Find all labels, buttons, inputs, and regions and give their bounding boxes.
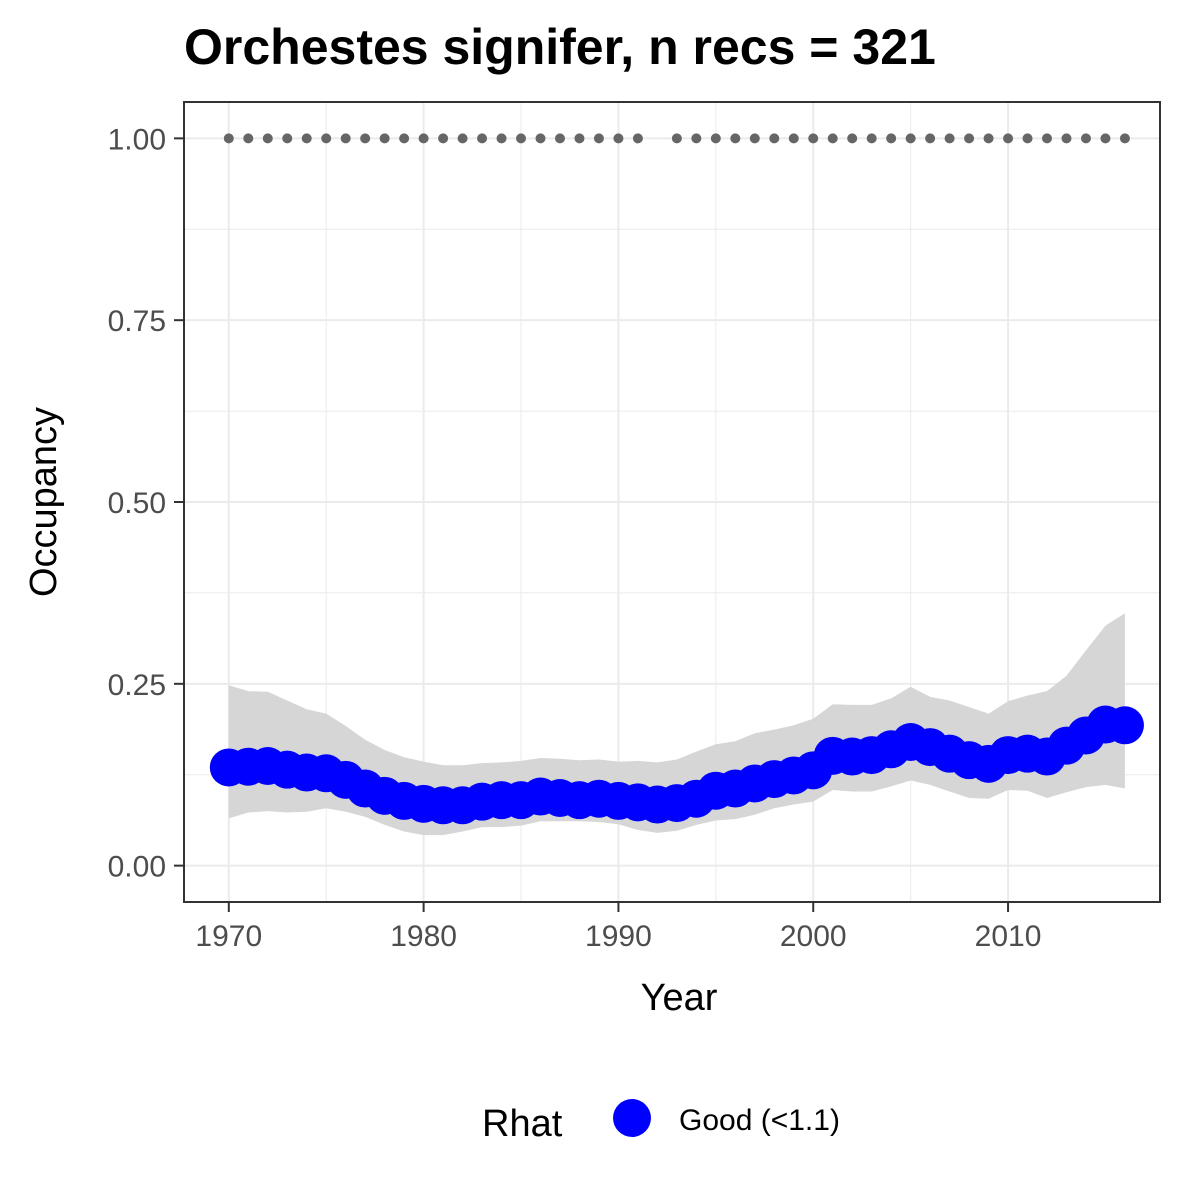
- record-year-point: [886, 133, 897, 144]
- record-year-point: [691, 133, 702, 144]
- record-year-point: [593, 133, 604, 144]
- record-year-point: [1080, 133, 1091, 144]
- record-year-point: [905, 133, 916, 144]
- legend-key-circle: [613, 1099, 651, 1137]
- series-layer: [209, 705, 1144, 825]
- occupancy-point: [1105, 706, 1144, 745]
- legend-label: Good (<1.1): [679, 1104, 840, 1137]
- record-year-point: [418, 133, 429, 144]
- record-year-point: [1042, 133, 1053, 144]
- x-tick-label: 1980: [390, 920, 457, 953]
- record-year-point: [827, 133, 838, 144]
- record-year-point: [457, 133, 468, 144]
- y-tick-label: 0.75: [108, 305, 166, 338]
- record-year-point: [788, 133, 799, 144]
- record-year-point: [847, 133, 858, 144]
- record-year-point: [944, 133, 955, 144]
- record-year-point: [496, 133, 507, 144]
- legend: Rhat Good (<1.1): [482, 1099, 840, 1145]
- record-year-point: [438, 133, 449, 144]
- record-year-point: [749, 133, 760, 144]
- record-year-point: [535, 133, 546, 144]
- record-year-point: [925, 133, 936, 144]
- credible-interval-ribbon: [228, 613, 1125, 836]
- record-year-point: [574, 133, 585, 144]
- record-year-point: [1119, 133, 1130, 144]
- record-year-point: [516, 133, 527, 144]
- record-year-point: [730, 133, 741, 144]
- record-year-point: [1100, 133, 1111, 144]
- record-year-point: [340, 133, 351, 144]
- record-year-point: [1022, 133, 1033, 144]
- record-year-point: [477, 133, 488, 144]
- record-year-point: [399, 133, 410, 144]
- record-year-point: [710, 133, 721, 144]
- record-year-point: [1061, 133, 1072, 144]
- y-tick-label: 0.25: [108, 669, 166, 702]
- ribbon-layer: [228, 613, 1125, 836]
- record-year-point: [282, 133, 293, 144]
- record-year-point: [360, 133, 371, 144]
- x-tick-label: 2010: [975, 920, 1042, 953]
- records-layer: [223, 133, 1130, 144]
- record-year-point: [243, 133, 254, 144]
- x-tick-label: 2000: [780, 920, 847, 953]
- x-tick-label: 1970: [195, 920, 262, 953]
- record-year-point: [671, 133, 682, 144]
- record-year-point: [223, 133, 234, 144]
- record-year-point: [379, 133, 390, 144]
- y-tick-label: 0.00: [108, 851, 166, 884]
- record-year-point: [262, 133, 273, 144]
- record-year-point: [301, 133, 312, 144]
- record-year-point: [321, 133, 332, 144]
- y-tick-label: 1.00: [108, 123, 166, 156]
- record-year-point: [632, 133, 643, 144]
- chart-title: Orchestes signifer, n recs = 321: [184, 19, 936, 75]
- x-axis-title: Year: [641, 977, 718, 1019]
- record-year-point: [808, 133, 819, 144]
- record-year-point: [554, 133, 565, 144]
- x-tick-label: 1990: [585, 920, 652, 953]
- axis-layer: 1970 1980 1990 2000 2010 0.00 0.25 0.50 0.75 1.00: [108, 123, 1042, 953]
- record-year-point: [1003, 133, 1014, 144]
- y-tick-label: 0.50: [108, 487, 166, 520]
- legend-title: Rhat: [482, 1103, 563, 1145]
- record-year-point: [769, 133, 780, 144]
- record-year-point: [866, 133, 877, 144]
- y-axis-title: Occupancy: [23, 407, 65, 597]
- record-year-point: [983, 133, 994, 144]
- record-year-point: [613, 133, 624, 144]
- record-year-point: [964, 133, 975, 144]
